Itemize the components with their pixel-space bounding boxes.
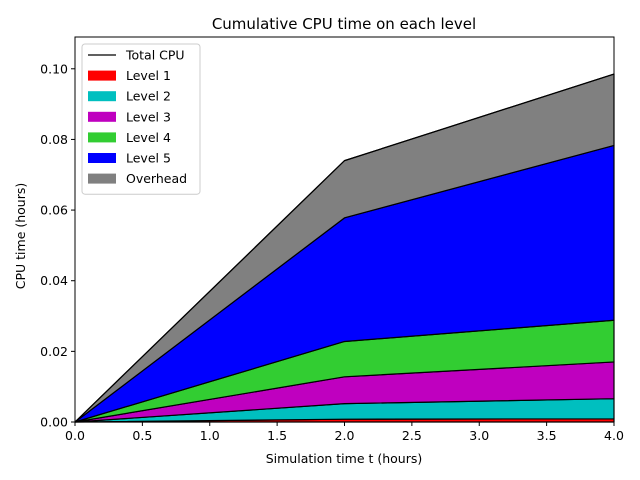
x-tick-label: 1.0 — [200, 428, 220, 443]
y-axis-label: CPU time (hours) — [13, 183, 28, 290]
legend-swatch-level-4 — [88, 132, 116, 143]
y-tick-label: 0.10 — [40, 61, 68, 76]
chart-title: Cumulative CPU time on each level — [212, 15, 476, 33]
legend: Total CPU Level 1 Level 2 Level 3 Level 4 Lev… — [81, 43, 201, 195]
y-tick-label: 0.02 — [40, 344, 68, 359]
legend-label-level-5: Level 5 — [126, 151, 171, 166]
legend-label-level-1: Level 1 — [126, 68, 171, 83]
legend-swatch-level-3 — [88, 111, 116, 122]
total-cpu-line — [74, 73, 615, 423]
legend-label-level-2: Level 2 — [126, 89, 171, 104]
legend-label-level-3: Level 3 — [126, 109, 171, 124]
legend-label-overhead: Overhead — [126, 171, 187, 186]
x-tick-label: 0.0 — [65, 428, 85, 443]
legend-swatch-level-5 — [88, 153, 116, 163]
total-line-group — [74, 73, 615, 423]
y-axis-ticks: 0.00 0.02 0.04 0.06 0.08 0.10 — [40, 61, 75, 430]
x-axis-label: Simulation time t (hours) — [266, 451, 423, 466]
x-axis-ticks: 0.0 0.5 1.0 1.5 2.0 2.5 3.0 3.5 4.0 — [65, 422, 624, 443]
y-tick-label: 0.06 — [40, 203, 68, 218]
x-tick-label: 4.0 — [604, 428, 624, 443]
y-tick-label: 0.04 — [40, 273, 68, 288]
legend-label-total-cpu: Total CPU — [125, 48, 185, 63]
y-tick-label: 0.00 — [40, 415, 68, 430]
x-tick-label: 3.0 — [469, 428, 489, 443]
legend-swatch-overhead — [88, 173, 116, 184]
legend-swatch-level-1 — [88, 70, 116, 81]
legend-swatch-level-2 — [88, 91, 116, 102]
x-tick-label: 3.5 — [537, 428, 557, 443]
x-tick-label: 0.5 — [132, 428, 152, 443]
x-tick-label: 2.0 — [335, 428, 355, 443]
y-tick-label: 0.08 — [40, 132, 68, 147]
x-tick-label: 2.5 — [402, 428, 422, 443]
legend-label-level-4: Level 4 — [126, 130, 171, 145]
x-tick-label: 1.5 — [267, 428, 287, 443]
